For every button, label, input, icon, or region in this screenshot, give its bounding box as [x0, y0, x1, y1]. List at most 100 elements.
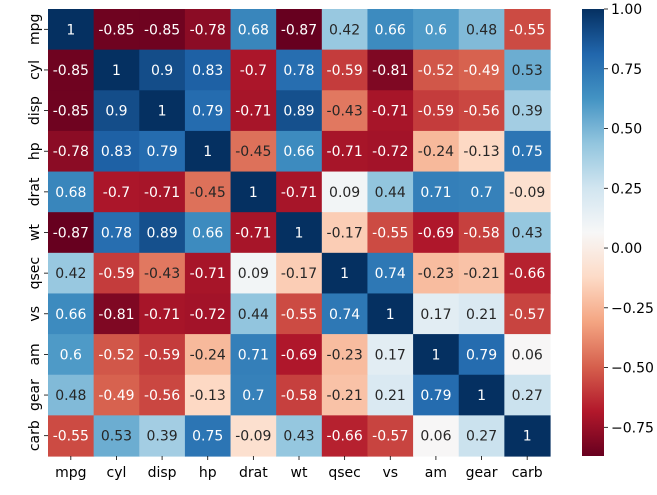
- heatmap-value-drat-drat: 1: [249, 185, 258, 201]
- heatmap-value-gear-gear: 1: [477, 388, 486, 404]
- x-tick-label-am: am: [425, 465, 447, 481]
- heatmap-value-am-carb: 0.06: [512, 347, 543, 363]
- heatmap-cell-carb-am: [413, 415, 460, 457]
- heatmap-cell-cyl-drat: [230, 49, 277, 91]
- heatmap-cell-qsec-hp: [184, 252, 232, 295]
- heatmap-value-mpg-vs: 0.66: [375, 22, 406, 38]
- heatmap-cell-disp-drat: [230, 90, 277, 132]
- heatmap-cell-cyl-hp: [184, 49, 232, 91]
- y-tick-label-vs: vs: [27, 306, 43, 322]
- y-tick-label-drat: drat: [27, 177, 43, 206]
- heatmap-value-carb-gear: 0.27: [466, 429, 497, 445]
- heatmap-cell-carb-disp: [139, 415, 186, 457]
- heatmap-cell-wt-carb: [504, 212, 551, 254]
- heatmap-cells: [48, 9, 551, 457]
- heatmap-cell-drat-wt: [276, 171, 323, 213]
- heatmap-cell-gear-qsec: [321, 374, 369, 416]
- x-tick-label-cyl: cyl: [107, 465, 127, 481]
- heatmap-value-wt-gear: -0.58: [463, 226, 499, 242]
- heatmap-cell-gear-hp: [184, 374, 232, 416]
- heatmap-value-drat-am: 0.71: [420, 185, 451, 201]
- heatmap-cell-hp-gear: [458, 130, 505, 173]
- heatmap-value-am-hp: -0.24: [190, 347, 226, 363]
- y-tick-label-cyl: cyl: [27, 60, 43, 80]
- heatmap-value-disp-hp: 0.79: [192, 104, 223, 120]
- heatmap-cell-am-am: [413, 334, 460, 376]
- heatmap-cell-hp-carb: [504, 130, 551, 173]
- y-tick-label-hp: hp: [27, 142, 43, 160]
- heatmap-cell-disp-hp: [184, 90, 232, 132]
- heatmap-cell-qsec-cyl: [93, 252, 140, 295]
- heatmap-cell-carb-hp: [184, 415, 232, 457]
- heatmap-cell-am-gear: [458, 334, 505, 376]
- heatmap-cell-hp-hp: [184, 130, 232, 173]
- y-axis-ticks: mpg cyl disp hp drat wt qsec vs am gear carb: [27, 14, 48, 451]
- heatmap-value-disp-disp: 1: [158, 104, 167, 120]
- heatmap-value-am-cyl: -0.52: [98, 347, 134, 363]
- heatmap-cell-drat-gear: [458, 171, 505, 213]
- heatmap-cell-cyl-disp: [139, 49, 186, 91]
- heatmap-cell-wt-am: [413, 212, 460, 254]
- x-tick-label-gear: gear: [466, 465, 498, 481]
- heatmap-cell-carb-wt: [276, 415, 323, 457]
- heatmap-value-qsec-hp: -0.71: [190, 266, 226, 282]
- heatmap-cell-drat-drat: [230, 171, 277, 213]
- heatmap-cell-am-disp: [139, 334, 186, 376]
- y-tick-label-qsec: qsec: [27, 257, 43, 290]
- heatmap-value-carb-disp: 0.39: [147, 429, 178, 445]
- heatmap-value-vs-disp: -0.71: [144, 307, 180, 323]
- heatmap-value-wt-wt: 1: [295, 226, 304, 242]
- heatmap-cell-drat-qsec: [321, 171, 369, 213]
- heatmap-value-wt-qsec: -0.17: [327, 226, 363, 242]
- heatmap-cell-mpg-cyl: [93, 9, 140, 51]
- heatmap-value-vs-hp: -0.72: [190, 307, 226, 323]
- heatmap-cell-mpg-qsec: [321, 9, 369, 51]
- heatmap-value-wt-vs: -0.55: [372, 226, 408, 242]
- heatmap-cell-am-carb: [504, 334, 551, 376]
- heatmap-cell-cyl-carb: [504, 49, 551, 91]
- heatmap-cell-qsec-carb: [504, 252, 551, 295]
- heatmap-cell-gear-carb: [504, 374, 551, 416]
- x-tick-label-disp: disp: [148, 465, 177, 481]
- heatmap-value-gear-carb: 0.27: [512, 388, 543, 404]
- heatmap-cell-cyl-cyl: [93, 49, 140, 91]
- heatmap-value-mpg-wt: -0.87: [281, 22, 317, 38]
- heatmap-value-mpg-drat: 0.68: [238, 22, 269, 38]
- heatmap-cell-vs-mpg: [48, 293, 95, 335]
- heatmap-cell-vs-qsec: [321, 293, 369, 335]
- heatmap-value-qsec-gear: -0.21: [463, 266, 499, 282]
- heatmap-value-qsec-mpg: 0.42: [55, 266, 86, 282]
- heatmap-value-hp-mpg: -0.78: [53, 144, 89, 160]
- heatmap-value-cyl-vs: -0.81: [372, 63, 408, 79]
- heatmap-cell-wt-disp: [139, 212, 186, 254]
- heatmap-cell-cyl-am: [413, 49, 460, 91]
- heatmap-value-wt-drat: -0.71: [235, 226, 271, 242]
- heatmap-value-am-am: 1: [431, 347, 440, 363]
- heatmap-value-hp-drat: -0.45: [235, 144, 271, 160]
- heatmap-cell-drat-vs: [367, 171, 414, 213]
- heatmap-value-wt-disp: 0.89: [147, 226, 178, 242]
- heatmap-value-gear-hp: -0.13: [190, 388, 226, 404]
- heatmap-cell-mpg-gear: [458, 9, 505, 51]
- heatmap-value-carb-cyl: 0.53: [101, 429, 132, 445]
- heatmap-value-cyl-mpg: -0.85: [53, 63, 89, 79]
- heatmap-value-vs-drat: 0.44: [238, 307, 269, 323]
- y-tick-label-wt: wt: [27, 224, 43, 241]
- heatmap-cell-gear-mpg: [48, 374, 95, 416]
- heatmap-value-qsec-cyl: -0.59: [98, 266, 134, 282]
- heatmap-cell-mpg-drat: [230, 9, 277, 51]
- heatmap-cell-qsec-drat: [230, 252, 277, 295]
- heatmap-value-vs-vs: 1: [386, 307, 395, 323]
- heatmap-cell-wt-drat: [230, 212, 277, 254]
- heatmap-cell-drat-am: [413, 171, 460, 213]
- heatmap-cell-gear-am: [413, 374, 460, 416]
- y-tick-label-am: am: [27, 343, 43, 365]
- heatmap-value-gear-am: 0.79: [420, 388, 451, 404]
- heatmap-value-disp-mpg: -0.85: [53, 104, 89, 120]
- heatmap-value-cyl-gear: -0.49: [463, 63, 499, 79]
- heatmap-value-gear-wt: -0.58: [281, 388, 317, 404]
- heatmap-cell-drat-cyl: [93, 171, 140, 213]
- heatmap-value-cyl-qsec: -0.59: [327, 63, 363, 79]
- heatmap-value-hp-qsec: -0.71: [327, 144, 363, 160]
- heatmap-cell-qsec-qsec: [321, 252, 369, 295]
